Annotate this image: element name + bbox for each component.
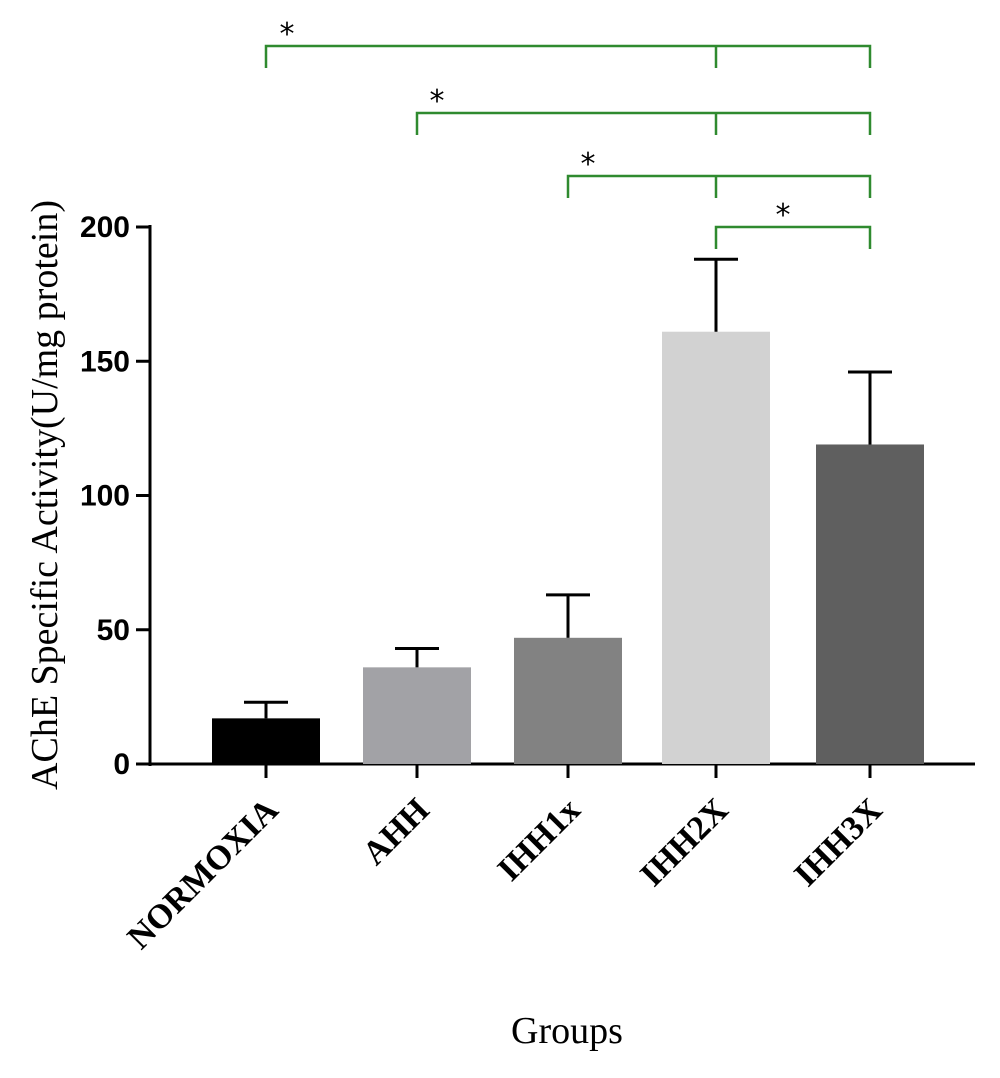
significance-star: * — [776, 198, 791, 233]
significance-bracket — [566, 174, 872, 198]
x-tick-label: IHH3X — [787, 791, 890, 894]
y-tick-label: 50 — [97, 614, 130, 647]
significance-star: * — [581, 147, 596, 182]
y-tick-label: 0 — [113, 748, 130, 781]
error-bars-group — [244, 257, 892, 719]
bars-group — [212, 331, 924, 764]
x-tick-label: AHH — [356, 791, 437, 872]
y-tick-label: 150 — [80, 345, 130, 378]
x-axis-title: Groups — [511, 1010, 623, 1052]
bar-normoxia — [212, 718, 320, 764]
significance-star: * — [280, 17, 295, 52]
significance-bracket — [415, 111, 872, 135]
x-tick-label: IHH2X — [633, 791, 736, 894]
x-tick-label: IHH1x — [491, 791, 588, 888]
significance-star: * — [430, 84, 445, 119]
bar-ihh2x — [662, 331, 770, 764]
y-axis-title: AChE Specific Activity(U/mg protein) — [24, 200, 66, 790]
y-tick-label: 100 — [80, 480, 130, 513]
bar-ihh1x — [514, 637, 622, 764]
bar-ihh3x — [816, 444, 924, 764]
significance-bracket — [714, 225, 872, 249]
y-tick-label: 200 — [80, 211, 130, 244]
significance-group: * * * * — [264, 17, 872, 249]
bar-ahh — [363, 667, 471, 764]
x-tick-label: NORMOXIA — [121, 791, 286, 956]
significance-bracket — [264, 44, 872, 68]
